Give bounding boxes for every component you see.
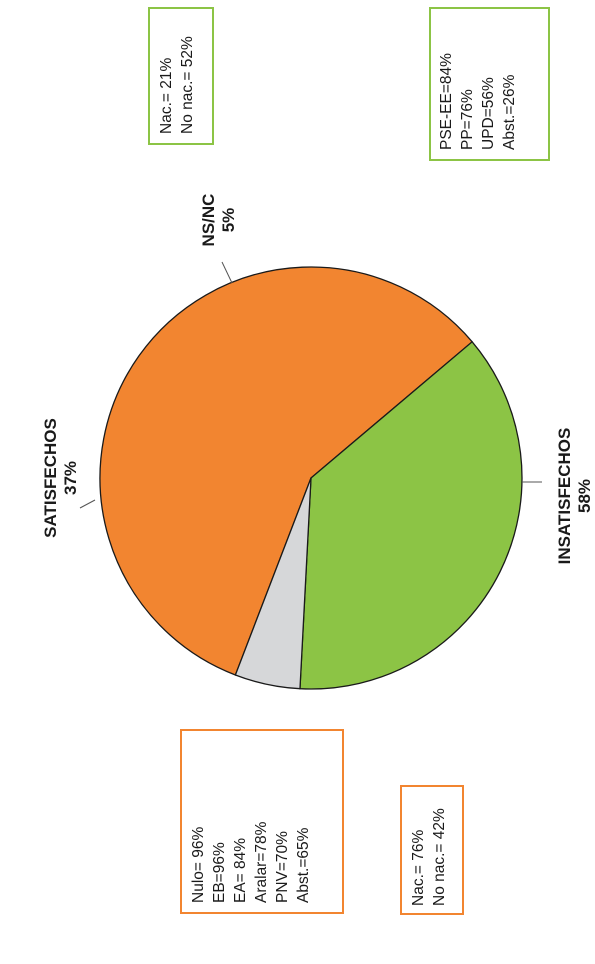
satisfied-identity-box: Nac.= 21% No nac.= 52%	[148, 7, 214, 145]
box-line: Nulo= 96%	[190, 827, 207, 903]
box-line: UPD=56%	[480, 77, 497, 150]
box-line: PP=76%	[459, 89, 476, 150]
pie-slice-satisfechos	[299, 340, 523, 690]
box-line: No nac.= 42%	[431, 808, 448, 906]
box-line: Aralar=78%	[253, 821, 270, 903]
box-line: EB=96%	[211, 842, 228, 903]
unsatisfied-party-box: Nulo= 96% EB=96% EA= 84% Aralar=78% PNV=…	[180, 729, 344, 914]
value-ns-nc: 5%	[219, 208, 238, 233]
unsatisfied-identity-box: Nac.= 76% No nac.= 42%	[400, 785, 464, 915]
leader-line-satisfechos	[79, 499, 96, 509]
satisfied-party-box: PSE-EE=84% PP=76% UPD=56% Abst.=26%	[429, 7, 550, 161]
box-line: Nac.= 21%	[158, 58, 175, 134]
box-line: Abst.=65%	[295, 827, 312, 903]
leader-line-ns-nc	[221, 261, 233, 284]
box-line: Abst.=26%	[501, 74, 518, 150]
pie-slice-ns-nc	[234, 477, 312, 690]
label-ns-nc: NS/NC	[199, 194, 218, 247]
label-satisfechos: SATISFECHOS	[41, 418, 60, 538]
pie-slice-insatisfechos	[99, 266, 474, 676]
box-line: PNV=70%	[274, 831, 291, 903]
box-line: Nac.= 76%	[410, 830, 427, 906]
value-insatisfechos: 58%	[575, 479, 594, 513]
box-line: PSE-EE=84%	[438, 53, 455, 150]
box-line: EA= 84%	[232, 838, 249, 903]
value-satisfechos: 37%	[61, 461, 80, 495]
box-line: No nac.= 52%	[179, 36, 196, 134]
label-insatisfechos: INSATISFECHOS	[555, 428, 574, 565]
